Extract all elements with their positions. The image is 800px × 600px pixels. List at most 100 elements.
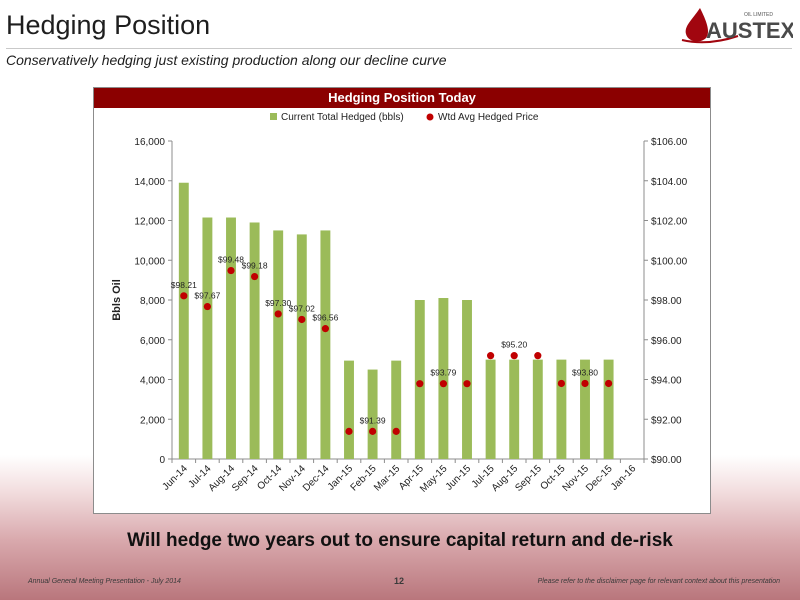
hedged-price-marker (369, 427, 377, 435)
legend-marker-label: Wtd Avg Hedged Price (438, 112, 539, 123)
hedging-chart: Current Total Hedged (bbls) Wtd Avg Hedge… (111, 112, 688, 495)
right-tick-label: $100.00 (651, 256, 688, 267)
hedged-price-marker (392, 427, 400, 435)
price-data-label: $97.02 (289, 303, 315, 313)
hedged-price-marker (510, 352, 518, 360)
x-tick-label: Dec-15 (584, 463, 615, 494)
hedged-volume-bar (580, 359, 590, 459)
x-tick-label: Sep-15 (513, 463, 544, 494)
x-tick-label: Jun-15 (444, 463, 474, 493)
bar-series (178, 182, 614, 460)
price-data-label: $93.80 (572, 367, 598, 377)
price-series (180, 266, 613, 435)
hedged-volume-bar (556, 359, 567, 459)
hedged-volume-bar (226, 217, 236, 459)
right-axis: $90.00 $92.00 $94.00 $96.00 $98.00 $100.00 $10… (643, 137, 688, 466)
hedged-volume-bar (249, 222, 260, 459)
hedged-price-marker (439, 380, 447, 388)
hedged-volume-bar (485, 359, 496, 459)
hedged-volume-bar (367, 369, 378, 459)
hedged-price-marker (557, 379, 565, 388)
hedged-price-marker (605, 379, 613, 388)
logo-wordmark: AUSTEX (706, 18, 793, 43)
left-tick-label: 12,000 (134, 217, 165, 228)
hedged-price-marker (534, 352, 542, 360)
hedged-price-marker (321, 325, 329, 333)
hedged-price-marker (227, 266, 235, 275)
hedged-volume-bar (509, 359, 520, 459)
footer-left-text: Annual General Meeting Presentation - Ju… (28, 578, 181, 585)
right-tick-label: $90.00 (651, 455, 682, 466)
left-tick-label: 0 (159, 455, 165, 466)
left-tick-label: 2,000 (140, 415, 165, 426)
left-tick-label: 16,000 (134, 137, 165, 148)
hedged-volume-bar (414, 300, 425, 459)
right-tick-label: $102.00 (651, 217, 688, 228)
price-data-label: $96.56 (312, 313, 338, 323)
price-data-label: $91.39 (360, 415, 386, 425)
right-tick-label: $98.00 (651, 296, 682, 307)
hedged-price-marker (581, 379, 589, 388)
left-tick-label: 8,000 (140, 296, 165, 307)
legend-bar-swatch (270, 113, 277, 120)
x-tick-label: May-15 (418, 463, 450, 495)
price-data-label: $97.67 (194, 291, 220, 301)
hedged-volume-bar (603, 359, 614, 459)
x-axis: Jun-14Jul-14Aug-14Sep-14Oct-14Nov-14Dec-… (161, 458, 645, 495)
right-tick-label: $92.00 (651, 415, 682, 426)
hedged-volume-bar (344, 360, 354, 459)
chart-panel: Hedging Position Today Current Total Hed… (93, 87, 711, 514)
logo-drop-icon (685, 8, 709, 42)
logo-small-text: OIL LIMITED (744, 12, 773, 18)
x-tick-label: Jan-16 (609, 463, 639, 493)
hedged-price-marker (203, 302, 211, 311)
footer-disclaimer: Please refer to the disclaimer page for … (537, 578, 780, 585)
hedged-price-marker (180, 292, 188, 300)
data-labels: $98.21$97.67 $99.48$99.18 $97.30$97.02$96.… (171, 255, 598, 426)
y-axis-title: Bbls Oil (111, 279, 123, 321)
hedged-price-marker (274, 310, 282, 318)
austex-logo: AUSTEX OIL LIMITED (681, 8, 793, 44)
left-tick-label: 14,000 (134, 177, 165, 188)
hedged-volume-bar (178, 182, 189, 460)
left-tick-label: 10,000 (134, 256, 165, 267)
chart-title: Hedging Position Today (94, 88, 710, 108)
right-tick-label: $96.00 (651, 336, 682, 347)
price-data-label: $93.79 (430, 368, 456, 378)
hedged-volume-bar (391, 360, 402, 459)
title-divider (6, 48, 792, 49)
legend-marker-swatch (426, 113, 434, 121)
right-tick-label: $94.00 (651, 376, 682, 387)
price-data-label: $97.30 (265, 298, 291, 308)
price-data-label: $99.48 (218, 255, 244, 265)
legend-bar-label: Current Total Hedged (bbls) (281, 112, 404, 123)
x-tick-label: Jun-14 (161, 463, 191, 493)
hedged-price-marker (463, 380, 471, 388)
hedged-volume-bar (438, 298, 449, 459)
x-tick-label: Dec-14 (301, 463, 332, 494)
price-data-label: $95.20 (501, 340, 527, 350)
hedged-price-marker (298, 315, 306, 324)
price-data-label: $98.21 (171, 280, 197, 290)
chart-legend: Current Total Hedged (bbls) Wtd Avg Hedge… (270, 112, 539, 123)
left-tick-label: 6,000 (140, 336, 165, 347)
x-tick-label: Mar-15 (372, 463, 402, 493)
left-tick-label: 4,000 (140, 376, 165, 387)
left-axis: 0 2,000 4,000 6,000 8,000 10,000 12,000 14,000 1… (111, 137, 173, 466)
x-tick-label: Sep-14 (230, 463, 261, 494)
hedged-volume-bar (462, 300, 472, 459)
hedged-price-marker (251, 272, 259, 281)
slide-subtitle: Conservatively hedging just existing pro… (6, 52, 447, 68)
hedged-volume-bar (532, 359, 543, 459)
right-tick-label: $106.00 (651, 137, 688, 148)
bottom-statement: Will hedge two years out to ensure capit… (127, 530, 673, 551)
slide-title: Hedging Position (6, 10, 211, 40)
hedged-volume-bar (202, 217, 213, 459)
price-data-label: $99.18 (242, 261, 268, 271)
hedged-price-marker (345, 427, 353, 435)
right-tick-label: $104.00 (651, 177, 688, 188)
hedged-price-marker (416, 380, 424, 388)
hedged-volume-bar (296, 234, 307, 459)
hedged-volume-bar (320, 230, 331, 459)
hedged-volume-bar (273, 230, 284, 459)
